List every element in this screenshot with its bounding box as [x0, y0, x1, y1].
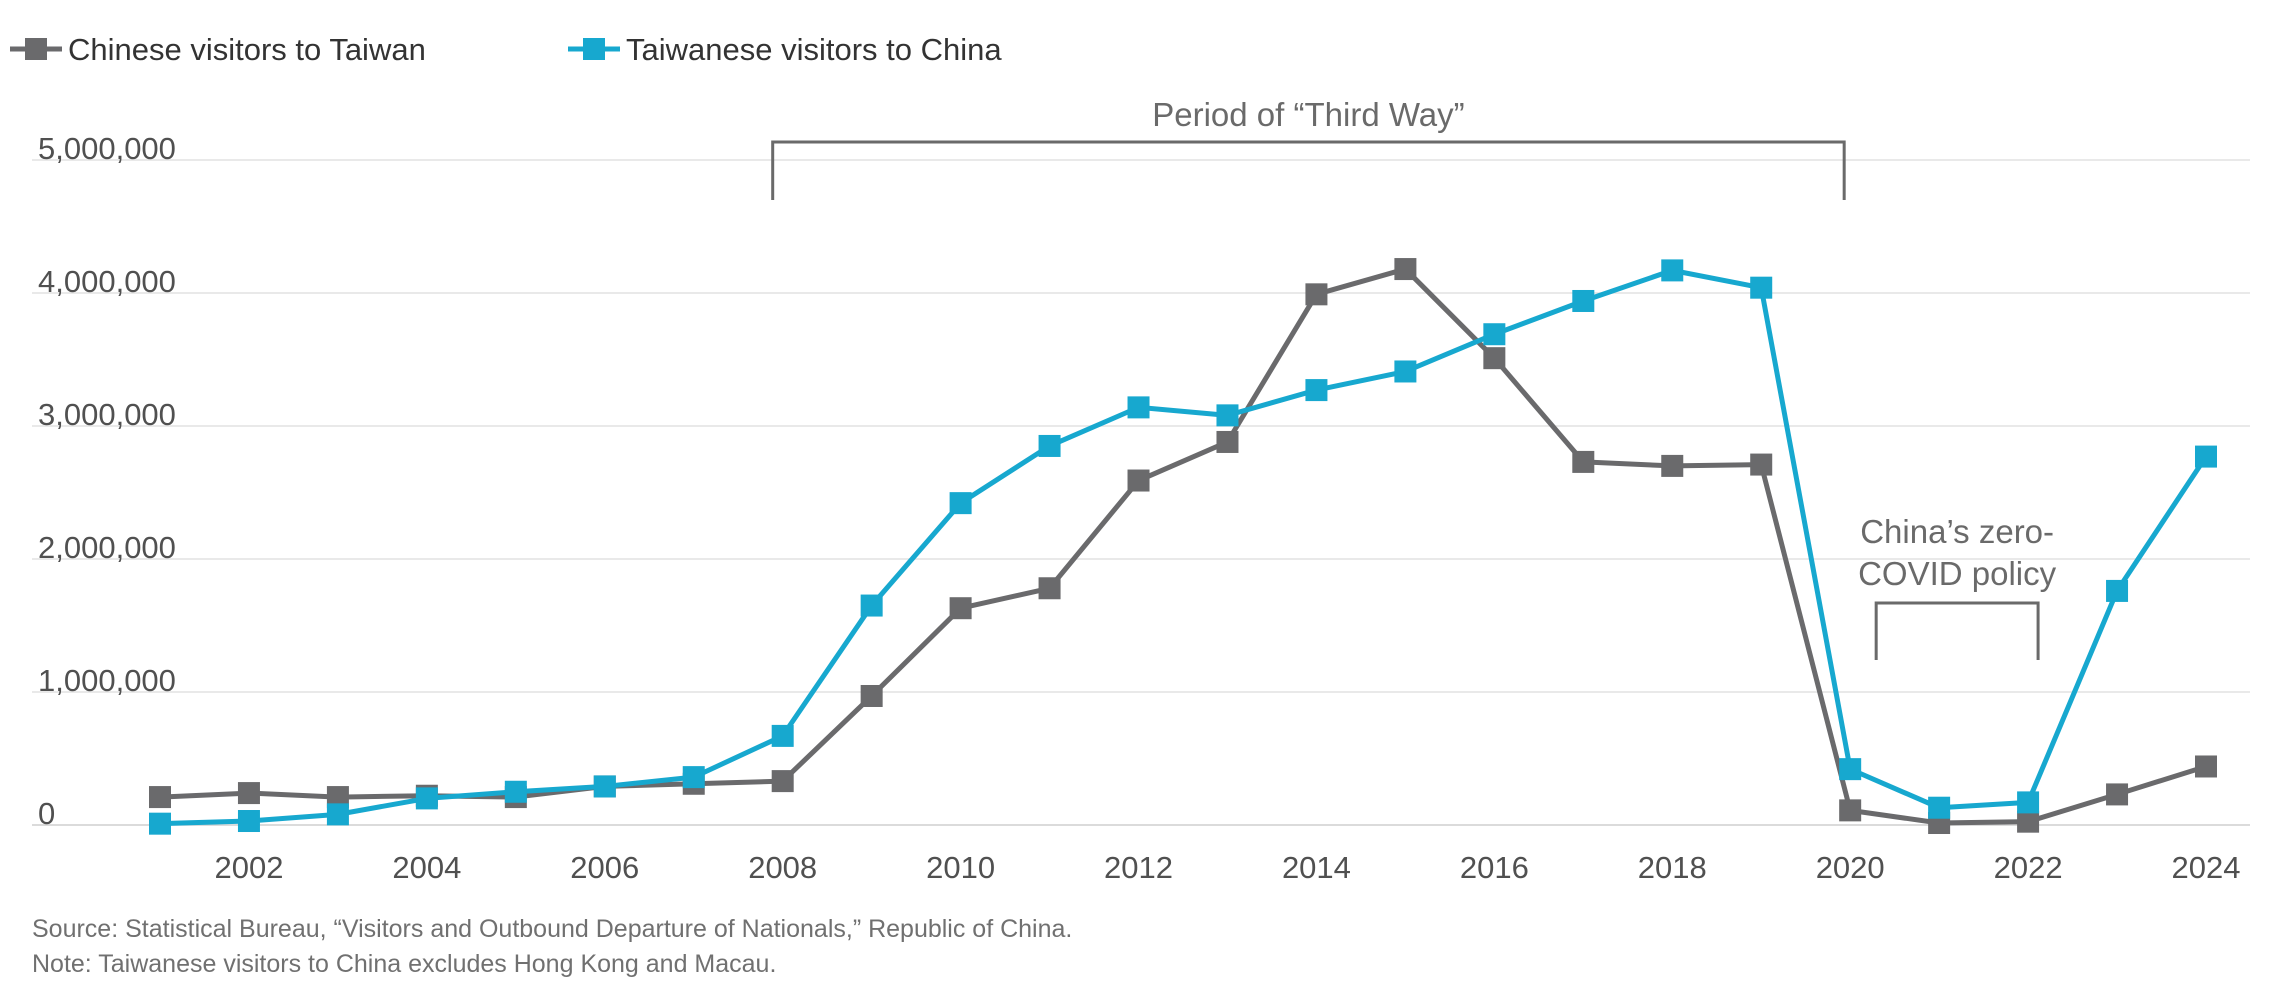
zero-covid-bracket — [1874, 601, 2040, 660]
data-point — [2106, 579, 2129, 602]
data-point — [237, 782, 260, 805]
x-tick-label: 2010 — [926, 850, 995, 885]
footer: Source: Statistical Bureau, “Visitors an… — [32, 915, 1072, 978]
x-tick-label: 2008 — [748, 850, 817, 885]
data-point — [2106, 783, 2129, 806]
x-tick-label: 2018 — [1638, 850, 1707, 885]
data-point — [1572, 289, 1595, 312]
data-point — [326, 803, 349, 826]
data-point — [1216, 430, 1239, 453]
data-point — [1661, 454, 1684, 477]
data-point — [1750, 453, 1773, 476]
data-point — [237, 810, 260, 833]
legend-marker-chinese-visitors — [25, 38, 47, 60]
data-point — [1483, 347, 1506, 370]
zero-covid-label-line2: COVID policy — [1858, 555, 2057, 592]
y-tick-label: 3,000,000 — [38, 397, 176, 432]
data-point — [1928, 796, 1951, 819]
x-tick-label: 2024 — [2172, 850, 2241, 885]
y-tick-label: 2,000,000 — [38, 530, 176, 565]
data-point — [1661, 259, 1684, 282]
data-point — [949, 492, 972, 515]
zero-covid-label-line1: China’s zero- — [1860, 513, 2054, 550]
data-point — [1127, 469, 1150, 492]
x-tick-label: 2020 — [1816, 850, 1885, 885]
data-point — [2195, 755, 2217, 778]
source-note: Source: Statistical Bureau, “Visitors an… — [32, 915, 1072, 943]
series-taiwanese-visitors — [149, 259, 2217, 835]
x-tick-label: 2014 — [1282, 850, 1351, 885]
data-point — [1305, 283, 1328, 306]
data-point — [149, 786, 171, 809]
data-point — [1216, 404, 1239, 427]
data-point — [1038, 577, 1061, 600]
legend: Chinese visitors to Taiwan Taiwanese vis… — [10, 32, 1002, 67]
data-point — [326, 786, 349, 809]
data-point — [1305, 379, 1328, 402]
data-point — [149, 812, 171, 835]
data-point — [771, 770, 794, 793]
data-point — [949, 597, 972, 620]
data-point — [1038, 434, 1061, 457]
y-tick-label: 1,000,000 — [38, 663, 176, 698]
data-point — [593, 775, 616, 798]
legend-item-taiwanese-visitors: Taiwanese visitors to China — [568, 32, 1002, 67]
data-point — [1839, 799, 1862, 822]
legend-item-chinese-visitors: Chinese visitors to Taiwan — [10, 32, 426, 67]
footnote: Note: Taiwanese visitors to China exclud… — [32, 950, 776, 978]
data-point — [2017, 810, 2040, 833]
data-point — [1394, 360, 1417, 383]
legend-marker-taiwanese-visitors — [583, 38, 605, 60]
data-point — [682, 766, 705, 789]
legend-label-taiwanese-visitors: Taiwanese visitors to China — [626, 32, 1002, 67]
x-tick-label: 2022 — [1994, 850, 2063, 885]
data-point — [771, 724, 794, 747]
legend-label-chinese-visitors: Chinese visitors to Taiwan — [68, 32, 426, 67]
gridlines — [32, 159, 2250, 826]
data-point — [415, 787, 438, 810]
data-point — [1572, 450, 1595, 473]
data-point — [860, 684, 883, 707]
third-way-label: Period of “Third Way” — [1152, 96, 1464, 133]
x-axis-tick-labels: 2002 2004 2006 2008 2010 2012 2014 2016 2018 2020… — [214, 850, 2240, 885]
data-point — [2017, 791, 2040, 814]
data-point — [1750, 276, 1773, 299]
data-point — [1483, 323, 1506, 346]
x-tick-label: 2012 — [1104, 850, 1173, 885]
series-layer — [149, 258, 2217, 835]
data-point — [2195, 445, 2217, 468]
x-tick-label: 2002 — [214, 850, 283, 885]
y-tick-label: 0 — [38, 796, 55, 831]
y-tick-label: 5,000,000 — [38, 131, 176, 166]
third-way-bracket — [771, 140, 1846, 200]
x-tick-label: 2006 — [570, 850, 639, 885]
data-point — [1839, 758, 1862, 781]
y-axis-tick-labels: 0 1,000,000 2,000,000 3,000,000 4,000,000 5,0… — [38, 131, 176, 831]
x-tick-label: 2004 — [392, 850, 461, 885]
data-point — [860, 594, 883, 617]
data-point — [1127, 396, 1150, 419]
data-point — [1394, 258, 1417, 281]
series-line — [159, 266, 2207, 826]
y-tick-label: 4,000,000 — [38, 264, 176, 299]
data-point — [504, 780, 527, 803]
x-tick-label: 2016 — [1460, 850, 1529, 885]
annotations: Period of “Third Way” China’s zero- COVI… — [771, 96, 2057, 660]
series-line — [159, 267, 2209, 827]
